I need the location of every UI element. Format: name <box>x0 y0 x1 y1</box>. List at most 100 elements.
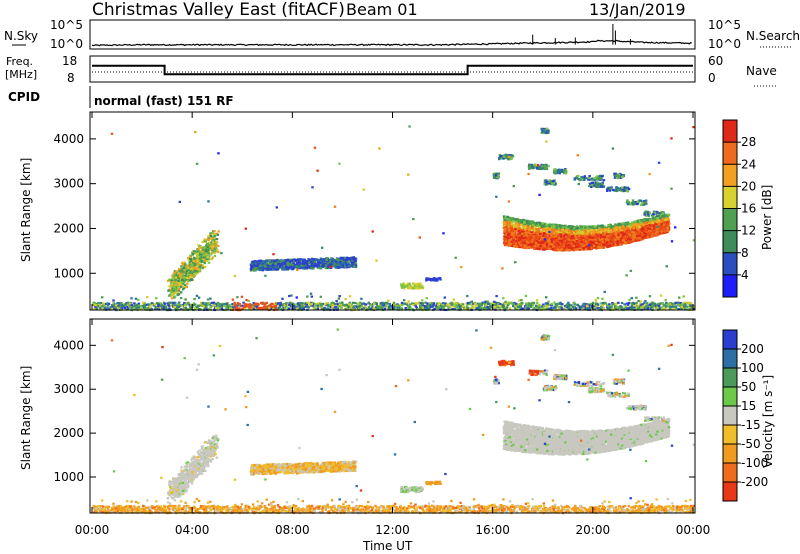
band-cell <box>354 262 358 265</box>
scatter-cell <box>339 305 342 308</box>
arc-cell <box>185 278 188 281</box>
arc-cell <box>185 286 188 289</box>
band-cell <box>286 262 289 265</box>
scatter-cell <box>481 301 484 304</box>
scatter-cell <box>99 301 102 305</box>
scatter-cell <box>663 304 666 307</box>
scatter-cell <box>388 306 391 310</box>
scatter-cell <box>398 306 401 309</box>
scatter-cell <box>615 306 619 309</box>
scatter-cell <box>531 304 535 307</box>
scatter-cell <box>202 305 206 308</box>
scatter-cell <box>110 308 113 311</box>
scatter-cell <box>326 302 330 305</box>
band-cell <box>281 263 284 266</box>
scatter-cell <box>443 296 446 299</box>
scatter-cell <box>626 307 629 310</box>
scatter-cell <box>680 305 684 308</box>
scatter-cell <box>192 304 195 307</box>
arc-cell <box>195 260 198 263</box>
scatter-cell <box>358 303 361 306</box>
band-cell <box>284 259 287 262</box>
scatter-cell <box>187 301 190 304</box>
scatter-cell <box>505 306 509 309</box>
band-cell <box>334 260 338 263</box>
band-cell <box>325 258 329 261</box>
scatter-cell <box>546 307 549 310</box>
scatter-cell <box>499 302 502 306</box>
scatter-cell <box>628 298 631 301</box>
scatter-cell <box>399 304 402 307</box>
band-cell <box>250 263 254 266</box>
scatter-cell <box>594 303 598 306</box>
band-cell <box>316 260 320 263</box>
scatter-cell <box>94 304 97 307</box>
scatter-cell <box>515 302 518 305</box>
scatter-cell <box>409 303 412 306</box>
scatter-cell <box>275 306 278 309</box>
scatter-cell <box>174 304 177 307</box>
scatter-cell <box>213 303 216 306</box>
blob-cell <box>404 285 408 288</box>
band-cell <box>258 264 262 267</box>
arc-cell <box>171 291 174 294</box>
scatter-cell <box>644 305 648 308</box>
arc-cell <box>210 253 213 256</box>
evening-cell <box>565 249 568 252</box>
scatter-cell <box>493 305 497 308</box>
scatter-cell <box>157 302 160 305</box>
scatter-cell <box>692 308 695 311</box>
arc-cell <box>186 282 189 285</box>
band-cell <box>308 261 311 264</box>
scatter-cell <box>281 304 284 307</box>
scatter-cell <box>644 307 648 310</box>
scatter-cell <box>279 307 283 310</box>
scatter-cell <box>288 307 291 310</box>
scatter-cell <box>583 302 586 305</box>
scatter-cell <box>239 305 242 308</box>
scatter-cell <box>387 308 390 311</box>
scatter-cell <box>613 305 617 309</box>
scatter-cell <box>524 294 528 297</box>
arc-cell <box>173 270 177 273</box>
scatter-cell <box>137 306 141 309</box>
cpid-label: CPID <box>8 90 40 104</box>
scatter-cell <box>534 306 537 310</box>
arc-cell <box>207 256 210 259</box>
arc-cell <box>214 242 217 245</box>
scatter-cell <box>684 308 687 311</box>
arc-cell <box>180 266 184 269</box>
scatter-cell <box>360 306 364 309</box>
scatter-cell <box>557 307 561 310</box>
scatter-cell <box>466 307 470 310</box>
scatter-cell <box>429 304 432 307</box>
scatter-cell <box>647 304 650 307</box>
evening-cell <box>515 220 518 223</box>
scatter-cell <box>297 305 300 308</box>
scatter-cell <box>677 308 680 311</box>
scatter-cell <box>477 308 480 311</box>
band-cell <box>261 262 265 265</box>
scatter-cell <box>477 306 480 309</box>
scatter-cell <box>172 301 175 304</box>
scatter-cell <box>358 308 361 311</box>
band-cell <box>303 263 307 266</box>
scatter-cell <box>658 307 662 310</box>
scatter-cell <box>298 304 302 307</box>
band-cell <box>273 267 276 270</box>
arc-cell <box>213 235 217 238</box>
scatter-cell <box>599 302 602 305</box>
arc-cell <box>211 231 214 235</box>
scatter-cell <box>142 301 145 304</box>
band-cell <box>343 263 347 266</box>
scatter-cell <box>245 305 248 308</box>
scatter-cell <box>406 303 409 306</box>
scatter-cell <box>383 307 387 310</box>
band-cell <box>341 262 344 265</box>
scatter-cell <box>126 306 129 309</box>
scatter-cell <box>493 300 496 303</box>
scatter-cell <box>608 306 612 309</box>
scatter-cell <box>236 304 240 307</box>
scatter-cell <box>404 307 407 310</box>
scatter-cell <box>102 302 105 305</box>
